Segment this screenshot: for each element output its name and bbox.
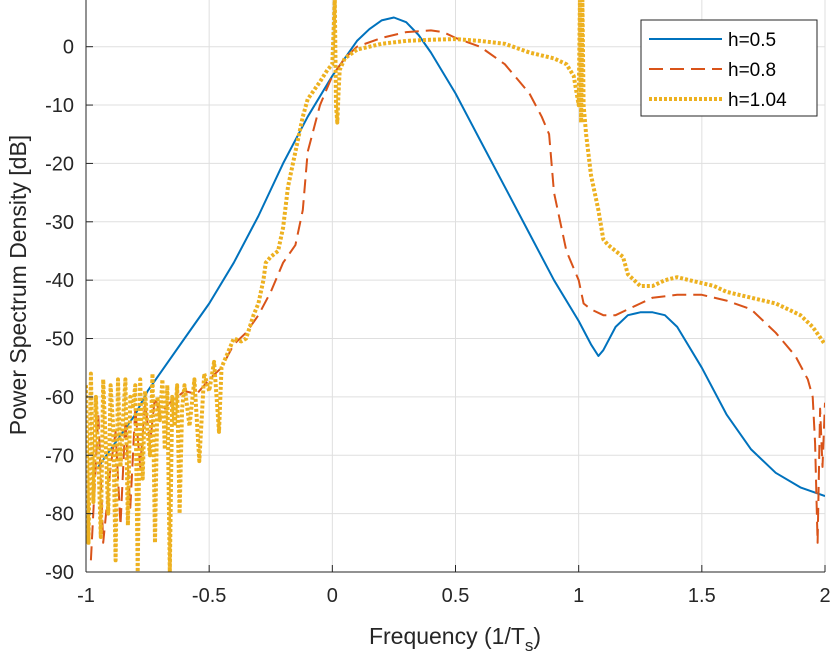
y-tick-label: -20 [45, 153, 74, 175]
y-tick-label: -30 [45, 212, 74, 234]
y-tick-label: -10 [45, 95, 74, 117]
x-tick-label: 0 [327, 585, 338, 607]
x-tick-label: -1 [77, 585, 95, 607]
x-tick-label: 2 [819, 585, 830, 607]
legend-label: h=0.5 [728, 30, 776, 51]
series-line-h=1.04 [86, 0, 825, 572]
x-tick-label: 1 [573, 585, 584, 607]
x-tick-label: 0.5 [442, 585, 470, 607]
y-tick-label: -60 [45, 387, 74, 409]
y-tick-label: -70 [45, 445, 74, 467]
tick-labels: -1 -0.5 0 0.5 1 1.5 2 -90 -80 -70 -60 -50 -40 -30 -20 -… [45, 37, 830, 607]
y-tick-label: -50 [45, 329, 74, 351]
legend-label: h=0.8 [728, 60, 776, 81]
x-tick-label: -0.5 [192, 585, 226, 607]
y-tick-label: -80 [45, 504, 74, 526]
x-axis-label-suffix: ) [533, 623, 541, 649]
y-tick-label: -90 [45, 562, 74, 584]
y-tick-label: 0 [63, 37, 74, 59]
x-axis-label-subscript: s [525, 636, 534, 655]
y-axis-label: Power Spectrum Density [dB] [5, 135, 31, 435]
legend: h=0.5 h=0.8 h=1.04 [640, 19, 818, 117]
x-axis-label: Frequency (1/Ts) [369, 623, 541, 655]
y-tick-label: -40 [45, 270, 74, 292]
legend-label: h=1.04 [728, 90, 787, 111]
series-line-h=0.5 [97, 16, 825, 498]
series-layer [86, 0, 825, 572]
axes-layer [85, 0, 826, 573]
x-tick-label: 1.5 [688, 585, 716, 607]
